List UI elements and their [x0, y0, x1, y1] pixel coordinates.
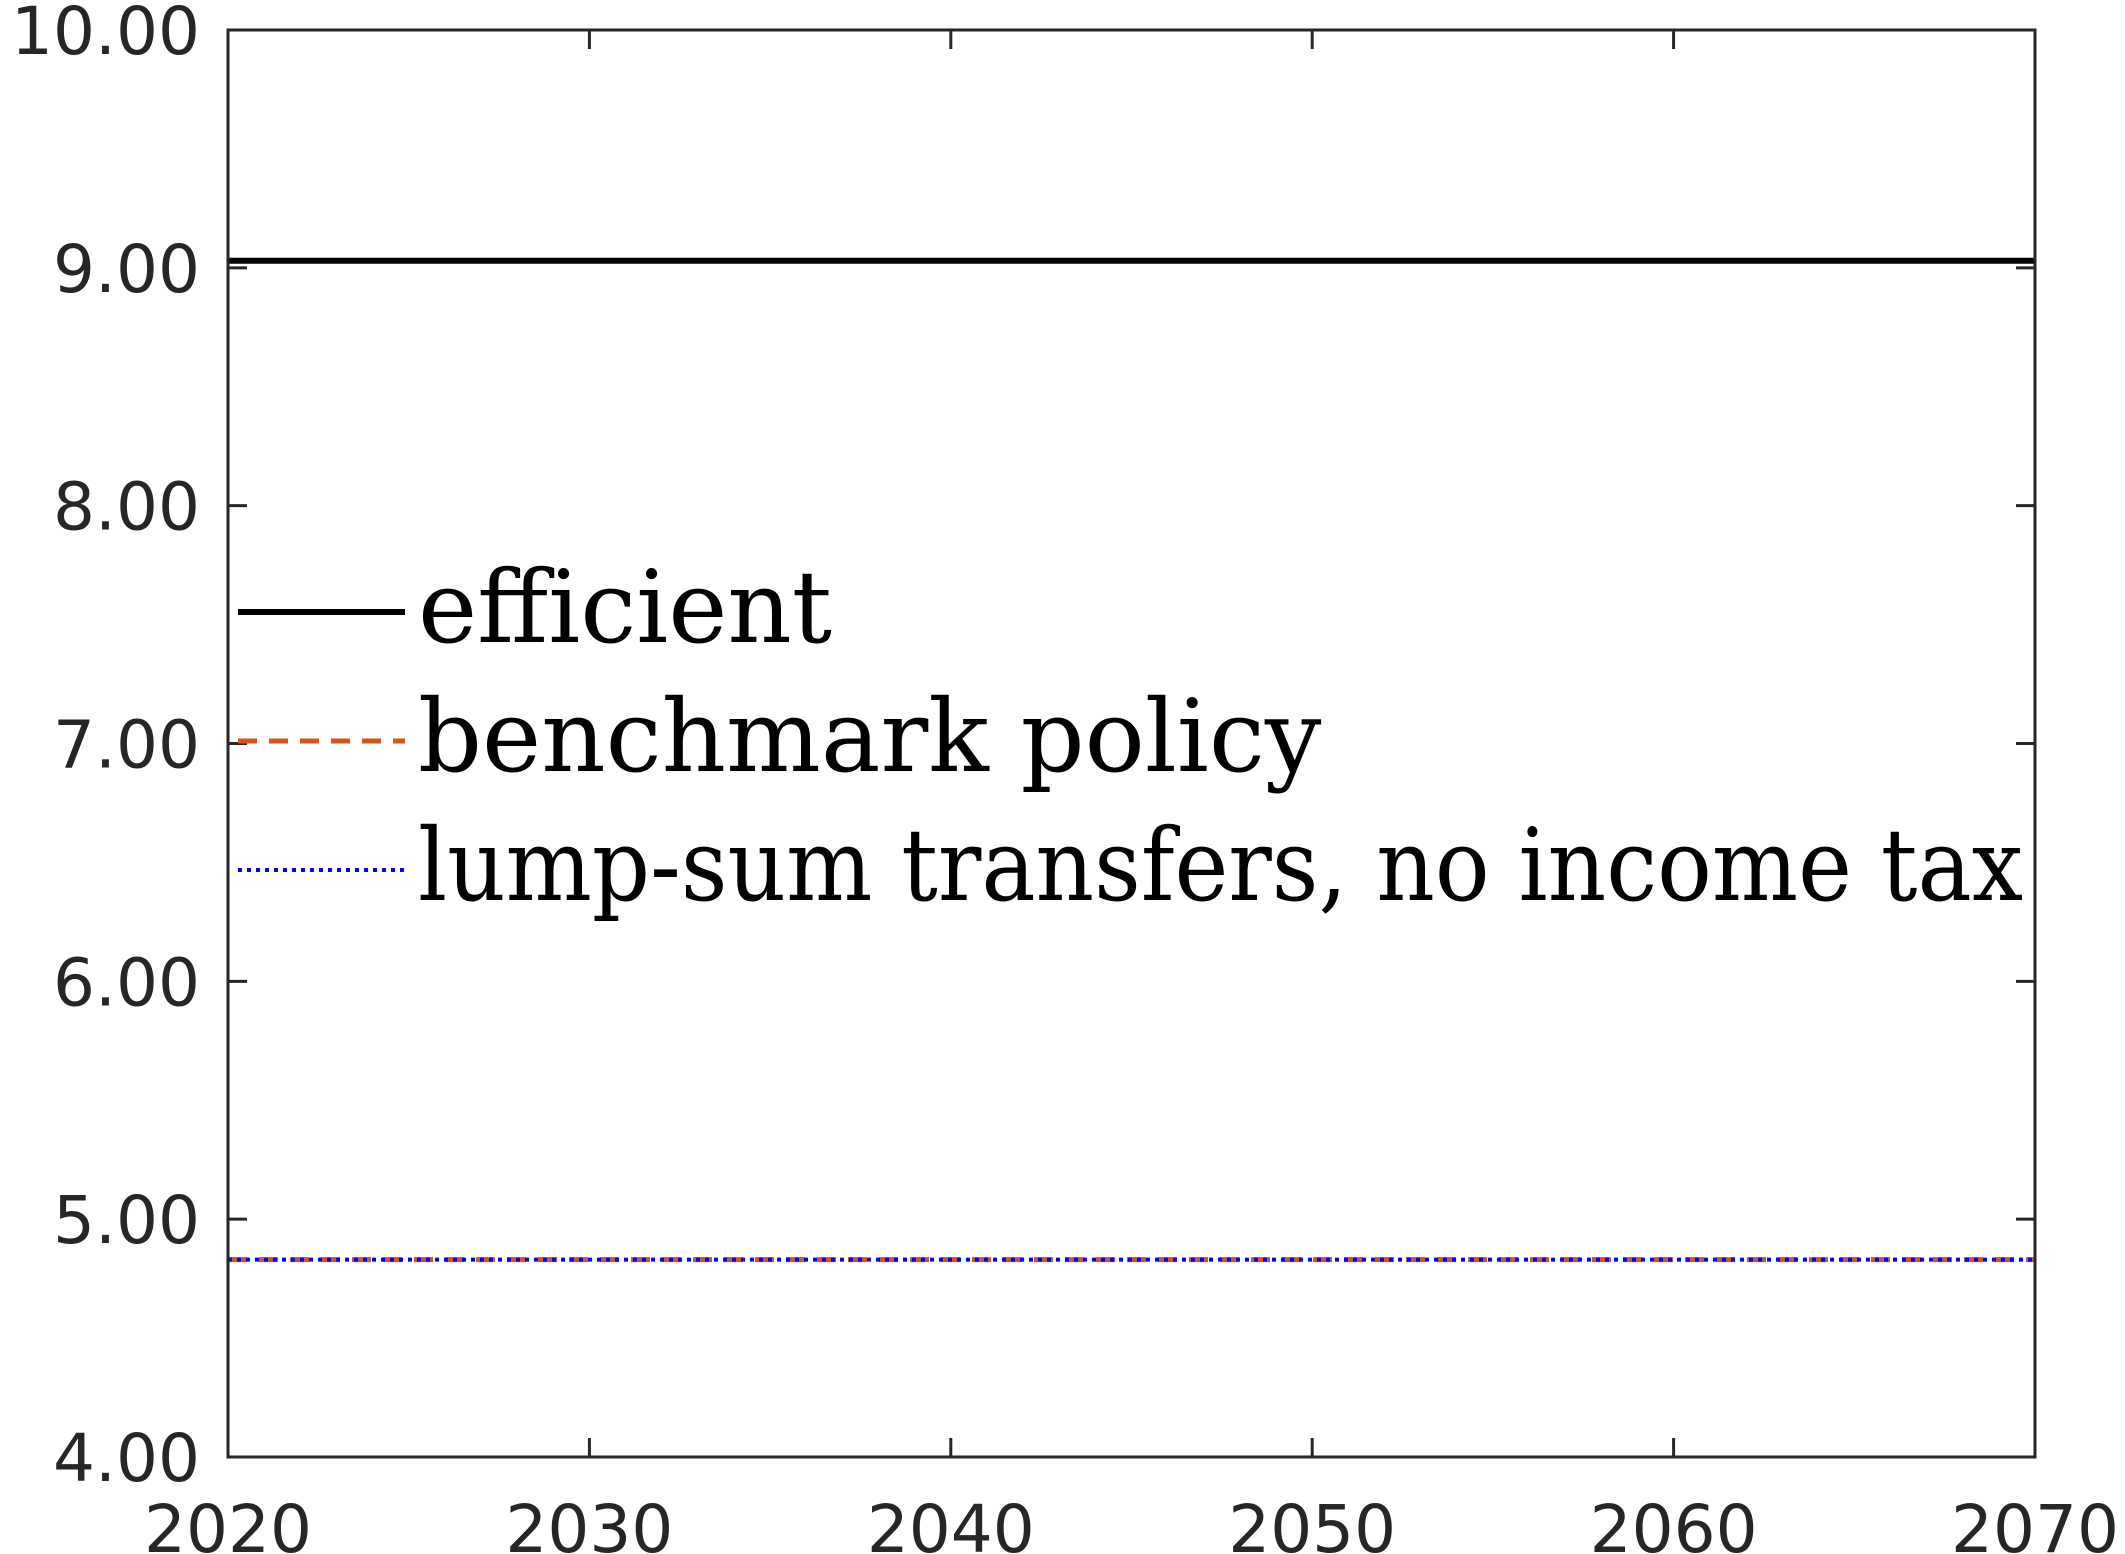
- x-tick-label: 2040: [867, 1491, 1035, 1554]
- y-tick-label: 7.00: [53, 707, 200, 784]
- x-tick-label: 2060: [1590, 1491, 1758, 1554]
- y-tick-label: 10.00: [11, 0, 200, 70]
- x-tick-label: 2030: [505, 1491, 673, 1554]
- legend-label-1: efficient: [418, 549, 832, 666]
- y-tick-label: 8.00: [53, 469, 200, 546]
- y-tick-label: 9.00: [53, 231, 200, 308]
- legend-label-2: benchmark policy: [418, 678, 1322, 795]
- series-layer: [228, 257, 2035, 1263]
- y-tick-label: 5.00: [53, 1182, 200, 1259]
- x-tick-label: 2020: [144, 1491, 312, 1554]
- y-tick-label: 4.00: [53, 1420, 200, 1497]
- legend-label-3: lump-sum transfers, no income tax: [418, 807, 2023, 924]
- x-tick-label: 2050: [1228, 1491, 1396, 1554]
- x-tick-label: 2070: [1951, 1491, 2119, 1554]
- legend: efficient benchmark policy lump-sum transf…: [238, 549, 2023, 924]
- axis-ticks: 2020 2030 2040 2050 2060 2070 4.00 5.00 6.00 7.00…: [11, 0, 2119, 1554]
- y-tick-label: 6.00: [53, 944, 200, 1021]
